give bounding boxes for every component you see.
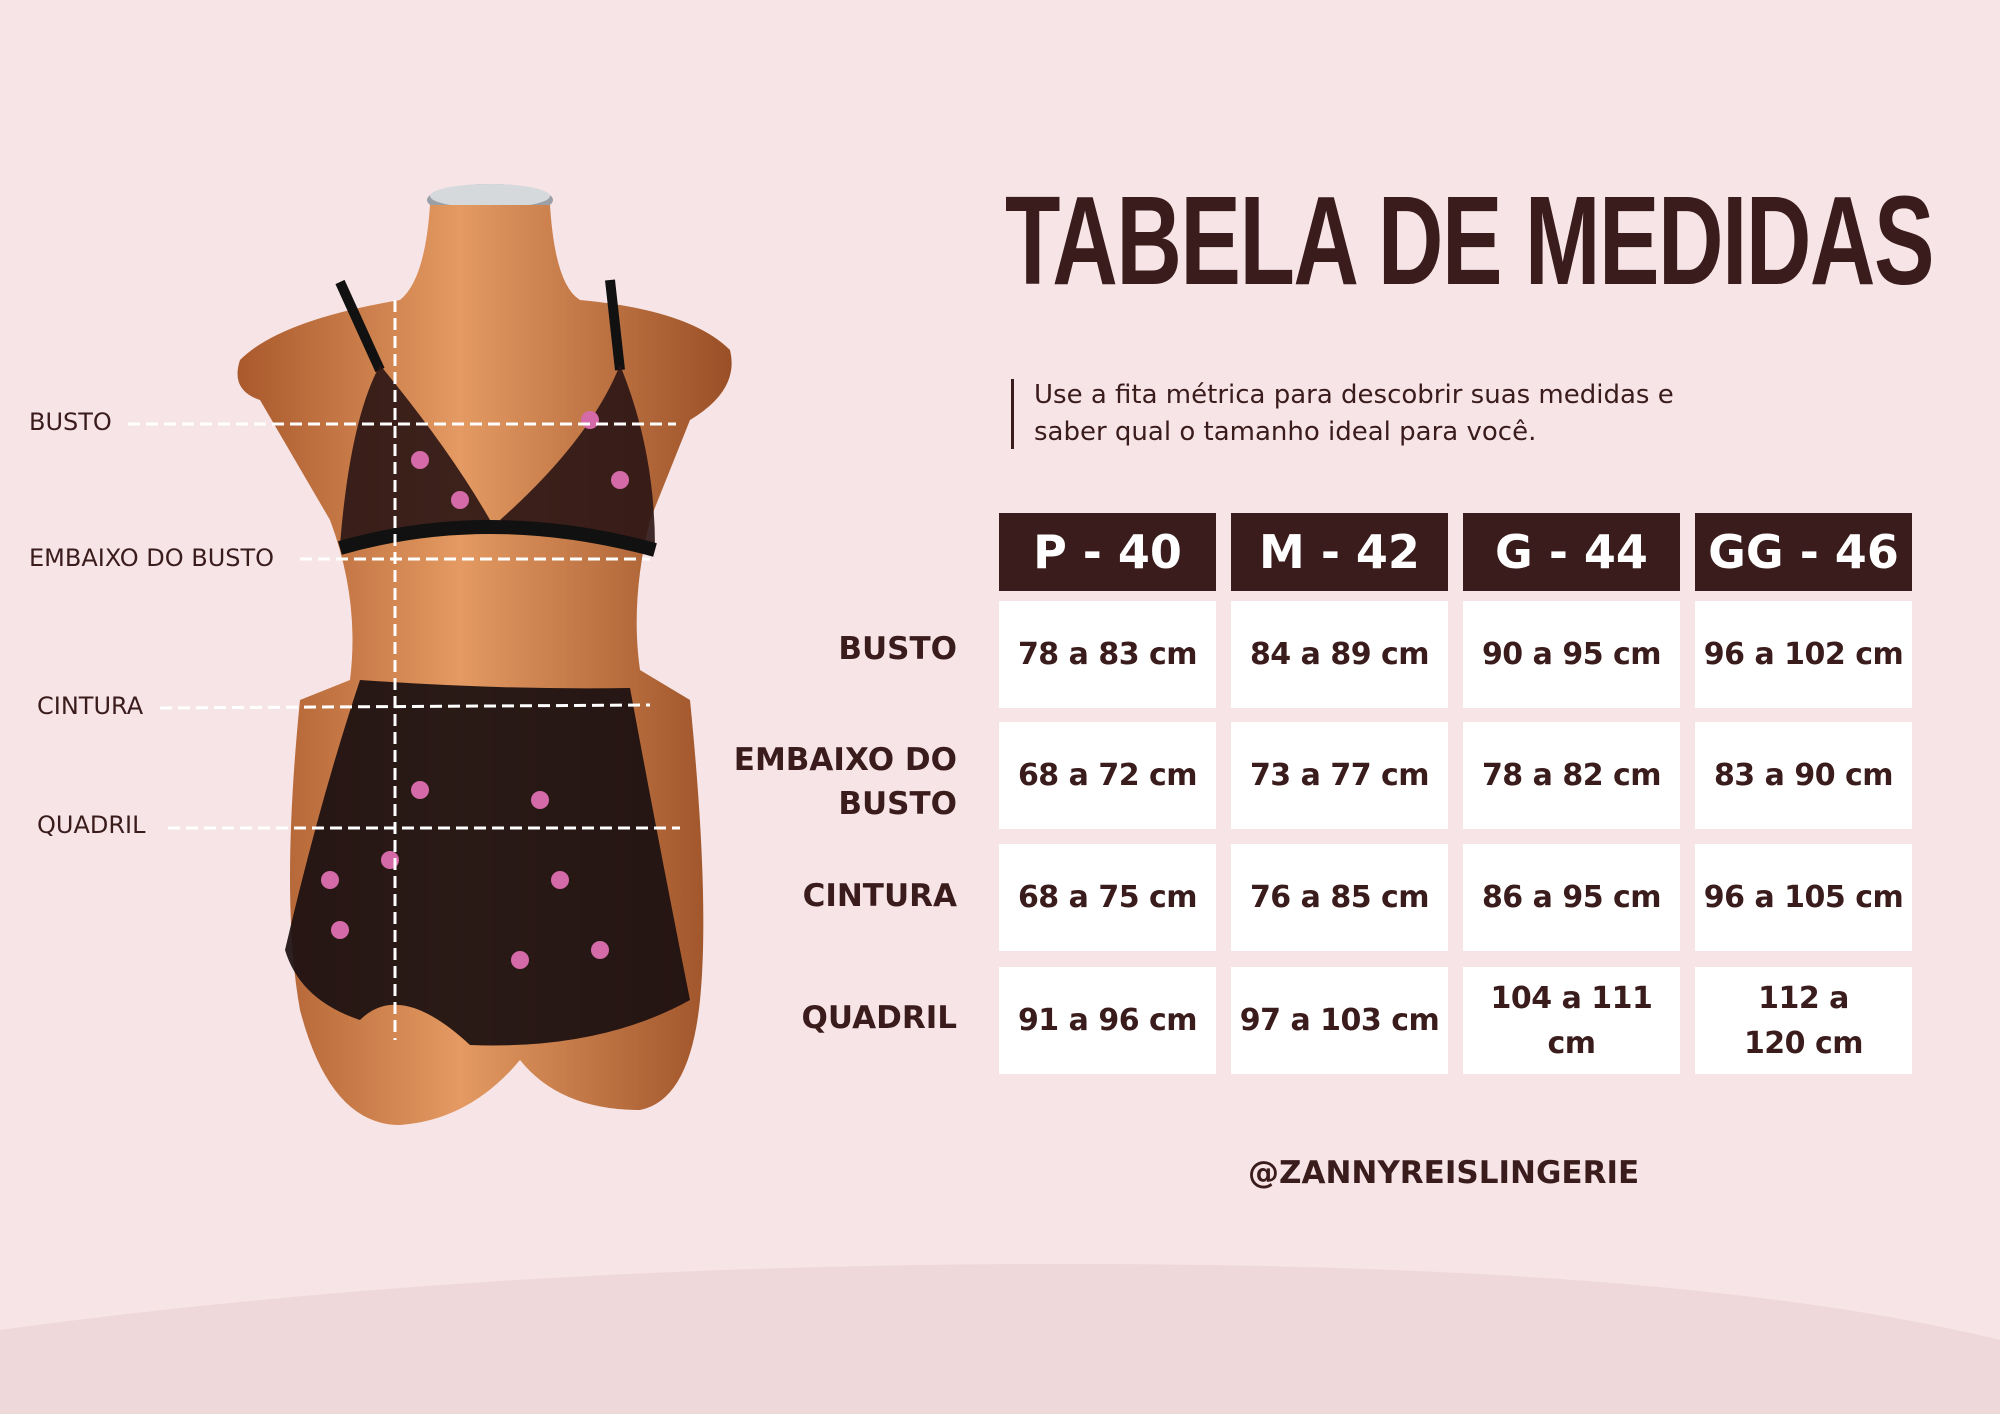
page-title: TABELA DE MEDIDAS: [1005, 170, 1935, 311]
table-cell: 96 a 102 cm: [1695, 601, 1912, 708]
mannequin-photo: [128, 184, 732, 1125]
subtitle-line-2: saber qual o tamanho ideal para você.: [1034, 417, 1537, 447]
table-cell: 96 a 105 cm: [1695, 844, 1912, 951]
table-cell: 104 a 111 cm: [1463, 967, 1680, 1074]
label-busto: BUSTO: [29, 408, 112, 436]
table-cell: 91 a 96 cm: [999, 967, 1216, 1074]
subtitle-line-1: Use a fita métrica para descobrir suas m…: [1034, 380, 1674, 410]
table-cell: 90 a 95 cm: [1463, 601, 1680, 708]
table-cell: 83 a 90 cm: [1695, 722, 1912, 829]
label-embaixo-do-busto: EMBAIXO DO BUSTO: [29, 544, 275, 572]
table-cell: 78 a 82 cm: [1463, 722, 1680, 829]
table-cell: 78 a 83 cm: [999, 601, 1216, 708]
table-cell: 76 a 85 cm: [1231, 844, 1448, 951]
table-cell: 68 a 72 cm: [999, 722, 1216, 829]
row-label-cintura: CINTURA: [802, 878, 957, 914]
header-p: P - 40: [999, 513, 1216, 591]
table-cell: 112 a 120 cm: [1695, 967, 1912, 1074]
table-cell: 73 a 77 cm: [1231, 722, 1448, 829]
header-gg: GG - 46: [1695, 513, 1912, 591]
instagram-handle: @ZANNYREISLINGERIE: [1248, 1155, 1640, 1191]
quote-bar: [1011, 379, 1014, 449]
header-m: M - 42: [1231, 513, 1448, 591]
row-label-busto: BUSTO: [838, 631, 957, 667]
label-quadril: QUADRIL: [37, 811, 146, 839]
table-cell: 86 a 95 cm: [1463, 844, 1680, 951]
row-label-quadril: QUADRIL: [801, 1000, 957, 1036]
table-cell: 84 a 89 cm: [1231, 601, 1448, 708]
row-label-embaixo: EMBAIXO DO BUSTO: [733, 742, 957, 822]
table-cell: 97 a 103 cm: [1231, 967, 1448, 1074]
table-cell: 68 a 75 cm: [999, 844, 1216, 951]
header-g: G - 44: [1463, 513, 1680, 591]
label-cintura: CINTURA: [37, 692, 144, 720]
